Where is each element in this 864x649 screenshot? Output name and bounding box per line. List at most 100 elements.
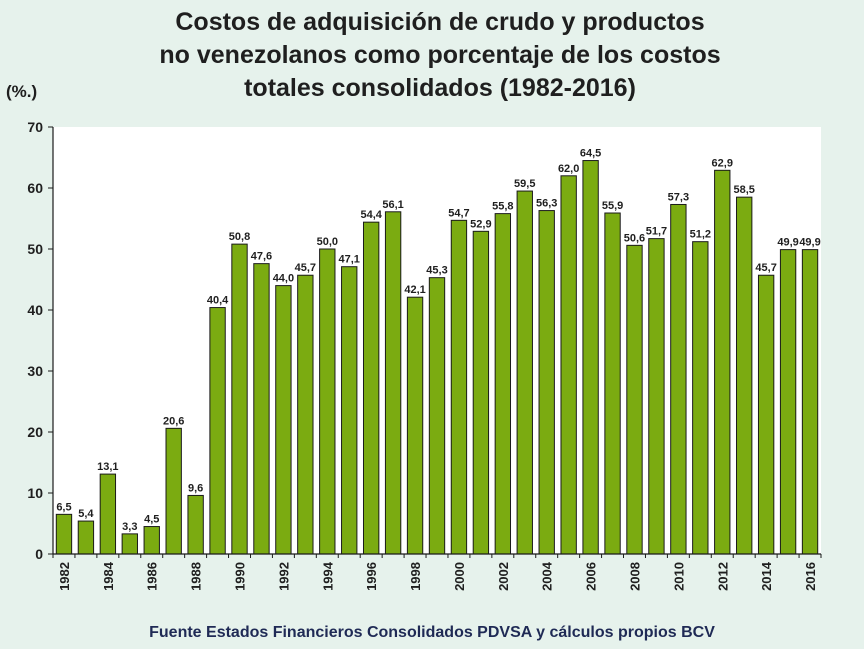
x-tick-label-1992: 1992 <box>276 562 291 591</box>
data-label-1991: 47,6 <box>251 251 272 263</box>
data-label-2001: 52,9 <box>470 218 491 230</box>
x-tick-label-2010: 2010 <box>671 562 686 591</box>
data-label-2003: 59,5 <box>514 178 535 190</box>
bar-2005 <box>560 175 577 555</box>
title-line-3: totales consolidados (1982-2016) <box>244 74 636 102</box>
bar-1992 <box>275 285 292 555</box>
data-label-2009: 51,7 <box>646 226 667 238</box>
x-tick-label-2014: 2014 <box>759 561 774 591</box>
bar-2006 <box>582 160 599 555</box>
y-tick-label-70: 70 <box>27 119 43 135</box>
bar-2003 <box>516 190 533 555</box>
bar-1990 <box>231 243 248 555</box>
bar-2014 <box>757 274 775 555</box>
x-tick-label-1988: 1988 <box>189 562 204 591</box>
data-label-1982: 6,5 <box>56 501 71 513</box>
title-line-1: Costos de adquisición de crudo y product… <box>175 8 705 36</box>
x-tick-label-2004: 2004 <box>540 561 555 591</box>
x-tick-label-1994: 1994 <box>320 561 335 591</box>
bar-2011 <box>692 241 709 555</box>
bar-1985 <box>121 533 138 555</box>
data-label-2005: 62,0 <box>558 163 579 175</box>
data-label-1994: 50,0 <box>317 236 338 248</box>
bar-1996 <box>362 221 380 555</box>
data-label-2008: 50,6 <box>624 232 645 244</box>
x-tick-label-2008: 2008 <box>627 562 642 591</box>
data-label-2015: 49,9 <box>777 237 798 249</box>
bar-2012 <box>714 169 731 555</box>
data-label-1998: 42,1 <box>404 284 425 296</box>
data-label-2004: 56,3 <box>536 198 557 210</box>
bar-1989 <box>209 307 226 555</box>
data-label-1996: 54,4 <box>360 209 382 221</box>
x-tick-label-2000: 2000 <box>452 562 467 591</box>
data-label-1985: 3,3 <box>122 521 137 533</box>
data-label-2007: 55,9 <box>602 200 623 212</box>
bar-2007 <box>604 212 621 555</box>
x-tick-label-1984: 1984 <box>101 561 116 591</box>
bar-2013 <box>736 196 753 555</box>
data-label-2010: 57,3 <box>668 191 689 203</box>
data-label-1993: 45,7 <box>295 262 316 274</box>
x-tick-label-1998: 1998 <box>408 562 423 591</box>
x-tick-label-2012: 2012 <box>715 562 730 591</box>
data-labels-group: 6,55,413,13,34,520,69,640,450,847,644,04… <box>56 148 820 533</box>
bar-1994 <box>319 248 336 555</box>
y-axis-unit-label: (%.) <box>6 82 38 101</box>
y-axis: 0 10 20 30 40 50 60 70 <box>27 119 54 562</box>
x-tick-label-2006: 2006 <box>584 562 599 591</box>
x-tick-label-1982: 1982 <box>57 562 72 591</box>
bar-1988 <box>187 494 204 555</box>
bar-1997 <box>384 211 402 555</box>
title-line-2: no venezolanos como porcentaje de los co… <box>159 41 721 69</box>
data-label-2014: 45,7 <box>755 262 776 274</box>
y-tick-label-60: 60 <box>27 180 43 196</box>
bar-2008 <box>626 244 643 555</box>
data-label-1988: 9,6 <box>188 482 203 494</box>
x-tick-label-2016: 2016 <box>803 562 818 591</box>
bar-1998 <box>406 296 424 555</box>
data-label-2002: 55,8 <box>492 201 513 213</box>
bar-1991 <box>253 263 270 555</box>
data-label-2011: 51,2 <box>690 229 711 241</box>
bar-1995 <box>341 266 358 555</box>
bar-2015 <box>779 249 797 555</box>
data-label-1990: 50,8 <box>229 231 250 243</box>
bar-2002 <box>494 213 512 555</box>
source-note: Fuente Estados Financieros Consolidados … <box>149 624 715 641</box>
bar-2009 <box>648 238 665 555</box>
bar-1999 <box>428 277 446 555</box>
data-label-1989: 40,4 <box>207 295 229 307</box>
bar-1987 <box>165 427 182 555</box>
data-label-2016: 49,9 <box>799 237 820 249</box>
bar-1983 <box>77 520 95 555</box>
data-label-1983: 5,4 <box>78 508 94 520</box>
x-tick-label-1986: 1986 <box>145 562 160 591</box>
x-tick-label-2002: 2002 <box>496 562 511 591</box>
bar-2016 <box>801 249 819 555</box>
bar-2004 <box>538 210 555 555</box>
data-label-1986: 4,5 <box>144 514 159 526</box>
y-tick-label-0: 0 <box>35 546 43 562</box>
y-tick-label-20: 20 <box>27 424 43 440</box>
data-label-2012: 62,9 <box>712 157 733 169</box>
data-label-1984: 13,1 <box>97 461 118 473</box>
data-label-2013: 58,5 <box>733 184 754 196</box>
y-tick-label-10: 10 <box>27 485 43 501</box>
bar-1984 <box>99 473 117 555</box>
data-label-1992: 44,0 <box>273 273 294 285</box>
x-tick-label-1996: 1996 <box>364 562 379 591</box>
data-label-1987: 20,6 <box>163 415 184 427</box>
x-axis: 1982 1984 1986 1988 1990 1992 1994 1996 1998 2000… <box>52 553 822 591</box>
chart-title: Costos de adquisición de crudo y product… <box>100 6 780 105</box>
y-tick-label-50: 50 <box>27 241 43 257</box>
bar-2000 <box>450 219 468 555</box>
bar-1986 <box>143 526 160 555</box>
data-label-1995: 47,1 <box>339 254 360 266</box>
data-label-2006: 64,5 <box>580 148 601 160</box>
data-label-1997: 56,1 <box>382 199 403 211</box>
bars-group <box>55 160 819 555</box>
y-tick-label-30: 30 <box>27 363 43 379</box>
bar-2010 <box>670 203 687 555</box>
